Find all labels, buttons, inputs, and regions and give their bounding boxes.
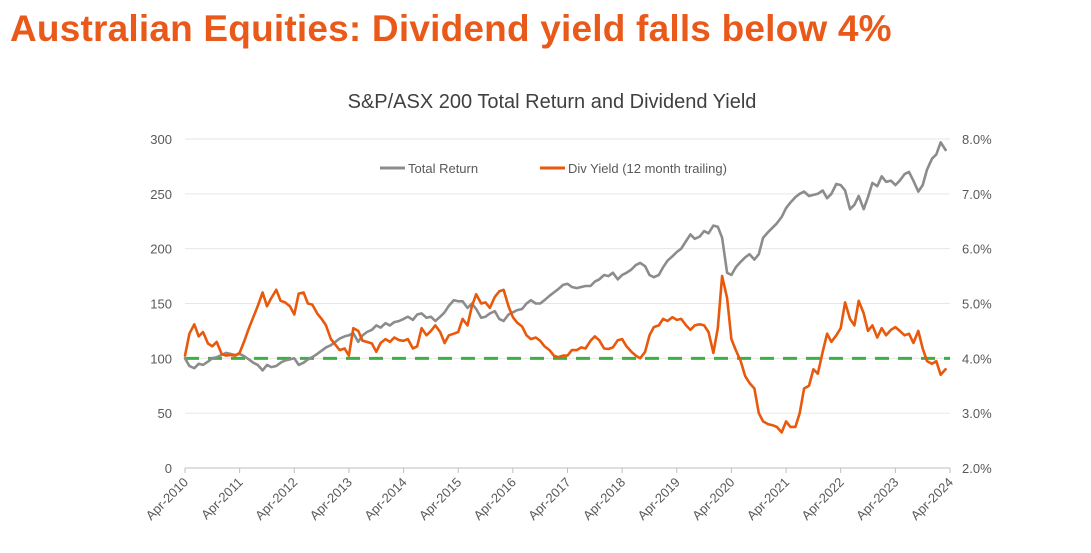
y-left-tick-label: 50: [158, 406, 172, 421]
gridlines: [185, 138, 950, 414]
x-tick-label: Apr-2023: [853, 475, 901, 523]
x-tick-label: Apr-2010: [143, 475, 191, 523]
x-tick-label: Apr-2016: [471, 475, 519, 523]
x-tick-label: Apr-2014: [361, 475, 409, 523]
chart-title: S&P/ASX 200 Total Return and Dividend Yi…: [348, 91, 757, 113]
x-tick-label: Apr-2021: [744, 475, 792, 523]
y-right-tick-label: 7.0%: [962, 187, 992, 202]
y-right-tick-label: 4.0%: [962, 351, 992, 366]
legend: Total Return Div Yield (12 month trailin…: [380, 161, 727, 176]
y-left-tick-label: 250: [150, 187, 172, 202]
y-right-tick-label: 8.0%: [962, 132, 992, 147]
axes-group: 0 50 100 150 200 250 300 2.0% 3.0% 4.0% 5.0% 6.0% 7.…: [143, 132, 992, 523]
div-yield-line: [183, 274, 947, 434]
slide-title: Australian Equities: Dividend yield fall…: [10, 8, 892, 49]
total-return-line: [183, 141, 947, 372]
x-tick-label: Apr-2011: [198, 475, 246, 523]
legend-label-total-return: Total Return: [408, 161, 478, 176]
y-left-tick-label: 200: [150, 242, 172, 257]
x-tick-label: Apr-2013: [307, 475, 355, 523]
legend-label-div-yield: Div Yield (12 month trailing): [568, 161, 727, 176]
x-tick-label: Apr-2024: [908, 475, 956, 523]
series-group: [183, 141, 947, 434]
y-right-tick-label: 6.0%: [962, 242, 992, 257]
x-tick-label: Apr-2015: [416, 475, 464, 523]
y-right-tick-label: 3.0%: [962, 406, 992, 421]
y-left-tick-label: 300: [150, 132, 172, 147]
x-tick-label: Apr-2020: [689, 475, 737, 523]
x-tick-label: Apr-2012: [252, 475, 300, 523]
x-tick-label: Apr-2022: [798, 475, 846, 523]
y-left-tick-label: 150: [150, 297, 172, 312]
x-tick-label: Apr-2018: [580, 475, 628, 523]
x-tick-label: Apr-2017: [525, 475, 573, 523]
y-left-tick-label: 100: [150, 351, 172, 366]
y-right-tick-label: 2.0%: [962, 461, 992, 476]
y-right-tick-label: 5.0%: [962, 297, 992, 312]
x-tick-label: Apr-2019: [634, 475, 682, 523]
y-left-tick-label: 0: [165, 461, 172, 476]
